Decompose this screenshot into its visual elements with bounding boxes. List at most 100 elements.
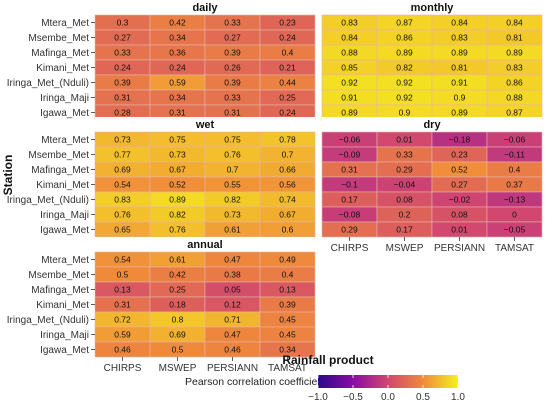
x-tick-label: CHIRPS <box>331 243 369 254</box>
cell-value-label: 0.89 <box>451 108 468 118</box>
cell-value-label: 0.86 <box>396 33 413 43</box>
cell-value-label: 0.28 <box>114 108 131 118</box>
cell-value-label: −0.11 <box>504 150 525 160</box>
cell-value-label: 0.46 <box>114 345 131 355</box>
cell-value-label: 0.2 <box>399 210 411 220</box>
x-tick-label: MSWEP <box>386 243 424 254</box>
y-tick-label: Igawa_Met <box>40 225 89 236</box>
cell-value-label: 0.76 <box>224 150 241 160</box>
cell-value-label: 0.7 <box>227 165 239 175</box>
cell-value-label: 0.23 <box>279 18 296 28</box>
cell-value-label: 0.83 <box>341 18 358 28</box>
cell-value-label: 0.18 <box>169 300 186 310</box>
cell-value-label: 0.85 <box>341 63 358 73</box>
cell-value-label: 0.25 <box>169 285 186 295</box>
cell-value-label: 0.89 <box>506 48 523 58</box>
cell-value-label: 0.8 <box>172 315 184 325</box>
panel-title: dry <box>423 119 441 131</box>
panel-strip <box>95 117 315 131</box>
cell-value-label: 0.45 <box>279 315 296 325</box>
cell-value-label: 0.69 <box>169 330 186 340</box>
y-tick-label: Iringa_Maji <box>40 330 89 341</box>
y-tick-label: Msembe_Met <box>28 150 89 161</box>
cell-value-label: 0.9 <box>454 93 466 103</box>
cell-value-label: 0.34 <box>279 345 296 355</box>
cell-value-label: 0.59 <box>114 330 131 340</box>
cell-value-label: 0.82 <box>169 210 186 220</box>
y-tick-label: Mafinga_Met <box>31 285 89 296</box>
legend-colorbar <box>318 375 458 388</box>
cell-value-label: 0.39 <box>279 300 296 310</box>
cell-value-label: 0.52 <box>169 180 186 190</box>
cell-value-label: 0.4 <box>282 48 294 58</box>
cell-value-label: 0.92 <box>341 78 358 88</box>
legend-tick-label: 0.5 <box>416 392 430 403</box>
cell-value-label: 0.6 <box>282 225 294 235</box>
cell-value-label: 0.38 <box>224 270 241 280</box>
cell-value-label: 0.13 <box>114 285 131 295</box>
cell-value-label: 0.61 <box>224 225 241 235</box>
cell-value-label: 0.89 <box>341 108 358 118</box>
cell-value-label: 0.56 <box>279 180 296 190</box>
cell-value-label: 0.24 <box>169 63 186 73</box>
y-tick-label: Kimani_Met <box>36 180 89 191</box>
cell-value-label: 0.92 <box>396 78 413 88</box>
y-tick-label: Igawa_Met <box>40 345 89 356</box>
cell-value-label: 0.24 <box>279 33 296 43</box>
y-tick-label: Mtera_Met <box>41 255 89 266</box>
cell-value-label: 0.33 <box>224 93 241 103</box>
x-tick-label: MSWEP <box>159 363 197 374</box>
cell-value-label: 0.61 <box>169 255 186 265</box>
cell-value-label: 0.82 <box>396 63 413 73</box>
cell-value-label: 0.31 <box>114 300 131 310</box>
cell-value-label: 0.89 <box>169 195 186 205</box>
cell-value-label: 0.23 <box>451 150 468 160</box>
panel-title: monthly <box>411 2 455 14</box>
cell-value-label: 0.55 <box>224 180 241 190</box>
cell-value-label: 0.24 <box>279 108 296 118</box>
y-tick-label: Mtera_Met <box>41 18 89 29</box>
cell-value-label: 0.71 <box>224 315 241 325</box>
cell-value-label: 0.42 <box>169 18 186 28</box>
cell-value-label: 0.74 <box>279 195 296 205</box>
cell-value-label: 0.4 <box>282 270 294 280</box>
cell-value-label: 0.65 <box>114 225 131 235</box>
x-axis-title: Rainfall product <box>282 353 373 367</box>
panel-dry: dry −0.06 0.01 −0.18 −0.06 −0.09 0.33 0.23 −0.11… <box>321 117 543 254</box>
cell-value-label: 0.59 <box>169 78 186 88</box>
y-tick-label: Mafinga_Met <box>31 165 89 176</box>
cell-value-label: 0.27 <box>114 33 131 43</box>
legend-tick-label: 0.0 <box>381 392 395 403</box>
cell-value-label: 0.9 <box>399 108 411 118</box>
cell-value-label: 0.91 <box>341 93 358 103</box>
x-tick-label: TAMSAT <box>268 363 307 374</box>
cell-value-label: 0.52 <box>451 165 468 175</box>
cell-value-label: 0.83 <box>506 63 523 73</box>
y-tick-label: Iringa_Met_(Nduli) <box>7 195 89 206</box>
panel-strip <box>95 0 315 14</box>
cell-value-label: 0.39 <box>224 78 241 88</box>
cell-value-label: −0.08 <box>339 210 361 220</box>
cell-value-label: 0.7 <box>282 150 294 160</box>
cell-value-label: 0.31 <box>224 108 241 118</box>
y-tick-label: Iringa_Maji <box>40 93 89 104</box>
cell-value-label: 0.46 <box>224 345 241 355</box>
y-tick-label: Kimani_Met <box>36 63 89 74</box>
cell-value-label: 0.37 <box>506 180 523 190</box>
cell-value-label: 0.25 <box>279 93 296 103</box>
cell-value-label: 0.21 <box>279 63 296 73</box>
cell-value-label: 0.29 <box>396 165 413 175</box>
cell-value-label: −0.05 <box>504 225 526 235</box>
cell-value-label: 0.89 <box>396 48 413 58</box>
cell-value-label: 0 <box>512 210 517 220</box>
cell-value-label: 0.31 <box>114 93 131 103</box>
cell-value-label: 0.39 <box>224 48 241 58</box>
cell-value-label: 0.87 <box>396 18 413 28</box>
cell-value-label: 0.83 <box>114 195 131 205</box>
cell-value-label: 0.44 <box>279 78 296 88</box>
x-tick-label: PERSIANN <box>434 243 485 254</box>
x-tick-label: PERSIANN <box>207 363 258 374</box>
cell-value-label: 0.12 <box>224 300 241 310</box>
